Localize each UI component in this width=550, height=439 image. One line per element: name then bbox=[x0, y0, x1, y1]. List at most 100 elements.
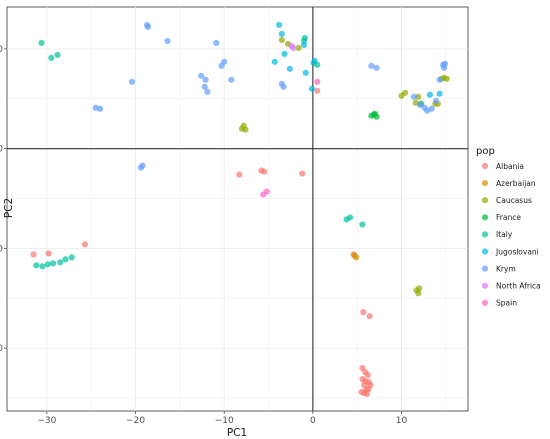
legend-label: Azerbaijan bbox=[496, 179, 536, 188]
point-caucasus bbox=[443, 75, 450, 82]
point-krym bbox=[202, 76, 209, 83]
point-italy bbox=[33, 262, 40, 269]
point-italy bbox=[50, 260, 57, 267]
point-italy bbox=[38, 39, 45, 47]
point-albania bbox=[360, 309, 367, 316]
point-krym bbox=[96, 105, 104, 112]
point-italy bbox=[62, 256, 69, 263]
point-albania bbox=[236, 171, 243, 178]
point-jugoslovani bbox=[286, 65, 293, 72]
point-albania bbox=[45, 250, 52, 257]
x-tick-label: −30 bbox=[37, 416, 56, 426]
point-albania bbox=[314, 87, 321, 94]
point-krym bbox=[198, 72, 205, 79]
legend-key bbox=[481, 265, 489, 272]
point-albania bbox=[366, 313, 373, 320]
panel-background bbox=[6, 6, 469, 412]
x-axis-ticks: −30 −20 −10 0 10 bbox=[37, 411, 408, 426]
y-axis-ticks: 10 0 −10 −20 bbox=[0, 45, 7, 354]
legend-key bbox=[481, 162, 489, 170]
x-axis-title: PC1 bbox=[227, 427, 247, 439]
point-albania bbox=[363, 390, 371, 398]
y-axis-title: PC2 bbox=[3, 198, 15, 218]
point-jugoslovani bbox=[276, 21, 283, 29]
point-krym bbox=[428, 105, 435, 112]
point-krym bbox=[144, 23, 152, 31]
point-krym bbox=[201, 83, 208, 90]
point-albania bbox=[364, 371, 371, 379]
data-points bbox=[30, 21, 450, 398]
y-tick-label: −10 bbox=[0, 244, 3, 254]
point-albania bbox=[365, 385, 372, 393]
point-albania bbox=[81, 241, 89, 248]
point-italy bbox=[39, 263, 46, 270]
point-krym bbox=[228, 76, 235, 83]
point-krym bbox=[128, 78, 136, 85]
point-jugoslovani bbox=[278, 30, 285, 38]
y-tick-label: 0 bbox=[0, 145, 3, 155]
point-krym bbox=[436, 76, 443, 83]
point-jugoslovani bbox=[281, 50, 288, 57]
legend-title: pop bbox=[476, 146, 495, 157]
legend-label: Spain bbox=[496, 299, 517, 308]
point-krym bbox=[368, 62, 375, 69]
point-caucasus bbox=[415, 290, 422, 297]
legend-label: Caucasus bbox=[496, 196, 532, 205]
legend-key bbox=[481, 180, 489, 187]
y-tick-label: 10 bbox=[0, 45, 3, 55]
legend-label: Jugoslovani bbox=[495, 247, 539, 256]
point-caucasus bbox=[295, 44, 302, 51]
legend-label: Krym bbox=[496, 264, 516, 273]
legend-key bbox=[481, 299, 489, 306]
point-krym bbox=[139, 162, 146, 169]
point-krym bbox=[164, 37, 171, 45]
reference-lines bbox=[7, 7, 468, 411]
point-spain bbox=[263, 188, 270, 195]
point-krym bbox=[213, 39, 220, 47]
point-italy bbox=[346, 214, 354, 221]
legend-key bbox=[481, 214, 489, 221]
point-jugoslovani bbox=[300, 41, 308, 49]
x-tick-label: 0 bbox=[310, 416, 316, 426]
point-krym bbox=[280, 83, 287, 90]
point-italy bbox=[301, 34, 308, 42]
legend-label: France bbox=[496, 213, 521, 222]
grid-lines bbox=[7, 7, 468, 411]
legend-key bbox=[481, 231, 489, 238]
point-krym bbox=[221, 58, 228, 65]
point-france bbox=[371, 110, 379, 117]
point-krym bbox=[373, 64, 380, 71]
point-jugoslovani bbox=[302, 69, 309, 76]
point-spain bbox=[314, 78, 321, 85]
point-jugoslovani bbox=[436, 90, 443, 97]
legend-label: North Africa bbox=[496, 282, 541, 291]
point-italy bbox=[48, 54, 55, 61]
point-azerbaijan bbox=[353, 254, 360, 261]
point-albania bbox=[260, 168, 268, 175]
point-italy bbox=[44, 261, 51, 268]
x-tick-label: −10 bbox=[215, 416, 234, 426]
point-caucasus bbox=[278, 36, 285, 44]
y-tick-label: −20 bbox=[0, 344, 3, 354]
point-albania bbox=[30, 251, 37, 258]
point-north-africa bbox=[290, 44, 297, 51]
point-krym bbox=[204, 88, 211, 95]
legend-key bbox=[481, 197, 489, 204]
point-italy bbox=[359, 221, 366, 228]
point-italy bbox=[57, 259, 64, 266]
x-tick-label: 10 bbox=[396, 416, 408, 426]
point-caucasus bbox=[415, 93, 422, 100]
point-caucasus bbox=[242, 126, 249, 133]
point-jugoslovani bbox=[311, 57, 318, 64]
point-jugoslovani bbox=[271, 58, 278, 65]
point-krym bbox=[440, 64, 448, 71]
point-caucasus bbox=[416, 285, 423, 292]
point-krym bbox=[410, 93, 418, 100]
point-krym bbox=[432, 97, 440, 104]
point-italy bbox=[68, 254, 75, 261]
point-krym bbox=[417, 101, 424, 108]
legend-label: Albania bbox=[496, 162, 524, 171]
point-italy bbox=[54, 51, 61, 58]
point-caucasus bbox=[401, 89, 409, 96]
